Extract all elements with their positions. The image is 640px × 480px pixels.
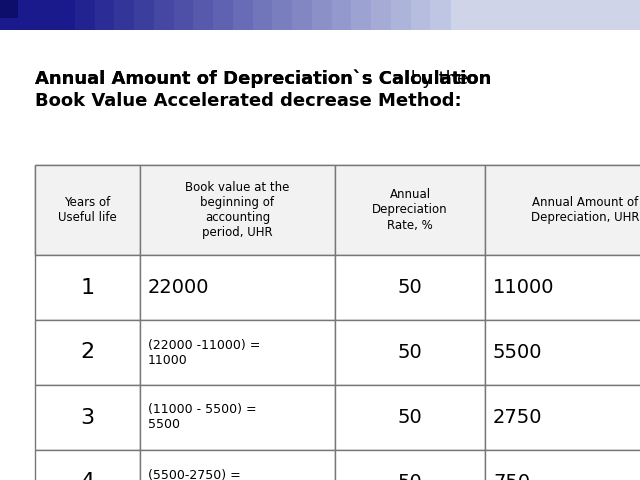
Text: 50: 50 bbox=[397, 343, 422, 362]
Text: 22000: 22000 bbox=[148, 278, 209, 297]
Text: 11000: 11000 bbox=[493, 278, 554, 297]
Bar bbox=[332, 0, 352, 30]
Text: 4: 4 bbox=[81, 472, 95, 480]
Bar bbox=[335, 450, 485, 480]
Text: (22000 -11000) =
11000: (22000 -11000) = 11000 bbox=[148, 338, 260, 367]
Bar bbox=[253, 0, 273, 30]
Bar bbox=[140, 450, 335, 480]
Bar bbox=[35, 165, 140, 255]
Bar bbox=[140, 255, 335, 320]
Bar bbox=[335, 320, 485, 385]
Bar bbox=[371, 0, 392, 30]
Bar bbox=[485, 255, 640, 320]
Bar bbox=[75, 0, 95, 30]
Bar bbox=[292, 0, 313, 30]
Bar bbox=[35, 385, 140, 450]
Bar bbox=[351, 0, 372, 30]
Text: Book value at the
beginning of
accounting
period, UHR: Book value at the beginning of accountin… bbox=[186, 181, 290, 239]
Bar bbox=[154, 0, 175, 30]
Bar bbox=[335, 165, 485, 255]
Text: Annual
Depreciation
Rate, %: Annual Depreciation Rate, % bbox=[372, 189, 448, 231]
Bar bbox=[95, 0, 115, 30]
Text: 1: 1 bbox=[81, 277, 95, 298]
Bar bbox=[410, 0, 431, 30]
Text: 50: 50 bbox=[397, 278, 422, 297]
Bar bbox=[312, 0, 333, 30]
Text: by the: by the bbox=[405, 70, 468, 88]
Text: Annual Amount of Depreciation`s Calculation: Annual Amount of Depreciation`s Calculat… bbox=[35, 70, 492, 88]
Bar bbox=[35, 165, 640, 255]
Bar bbox=[0, 0, 640, 30]
Text: 3: 3 bbox=[81, 408, 95, 428]
Bar bbox=[173, 0, 195, 30]
Bar bbox=[485, 450, 640, 480]
Bar bbox=[213, 0, 234, 30]
Text: (5500-2750) =
2750: (5500-2750) = 2750 bbox=[148, 468, 241, 480]
Text: 2: 2 bbox=[81, 343, 95, 362]
Bar bbox=[391, 0, 412, 30]
Bar bbox=[140, 385, 335, 450]
Bar bbox=[35, 320, 140, 385]
Bar bbox=[35, 255, 140, 320]
Text: Book Value Accelerated decrease Method:: Book Value Accelerated decrease Method: bbox=[35, 92, 461, 109]
Bar bbox=[485, 320, 640, 385]
Text: 50: 50 bbox=[397, 408, 422, 427]
Text: 2750: 2750 bbox=[493, 408, 543, 427]
Bar bbox=[55, 0, 76, 30]
Bar bbox=[485, 385, 640, 450]
Text: 5500: 5500 bbox=[493, 343, 543, 362]
Bar bbox=[485, 165, 640, 255]
Text: 50: 50 bbox=[397, 473, 422, 480]
Bar bbox=[233, 0, 253, 30]
Text: Annual Amount of Depreciation`s Calculation: Annual Amount of Depreciation`s Calculat… bbox=[35, 70, 492, 88]
Text: 750: 750 bbox=[493, 473, 530, 480]
Bar bbox=[0, 0, 55, 30]
Bar bbox=[335, 385, 485, 450]
Bar bbox=[140, 320, 335, 385]
Bar bbox=[193, 0, 214, 30]
Text: Annual Amount of
Depreciation, UHR: Annual Amount of Depreciation, UHR bbox=[531, 196, 639, 224]
Bar bbox=[134, 0, 155, 30]
Text: Years of
Useful life: Years of Useful life bbox=[58, 196, 117, 224]
Bar bbox=[430, 0, 451, 30]
Bar bbox=[115, 0, 135, 30]
Text: Annual Amount of Depreciation`s Calculation by the: Annual Amount of Depreciation`s Calculat… bbox=[35, 70, 506, 88]
Bar bbox=[0, 0, 18, 18]
Text: (11000 - 5500) =
5500: (11000 - 5500) = 5500 bbox=[148, 404, 257, 432]
Bar bbox=[335, 255, 485, 320]
Bar bbox=[272, 0, 293, 30]
Bar bbox=[35, 450, 140, 480]
Bar bbox=[140, 165, 335, 255]
